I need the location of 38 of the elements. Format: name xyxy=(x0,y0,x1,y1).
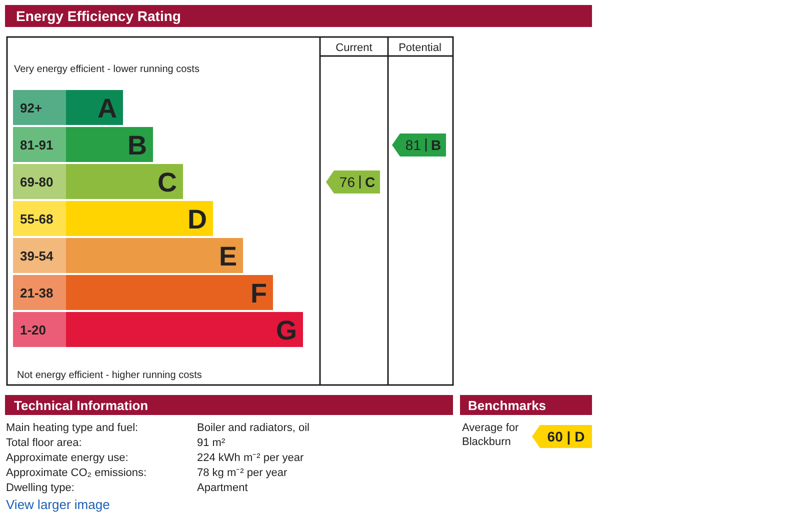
data-label: 81 xyxy=(405,137,422,153)
text: Not energy efficient - higher running costs xyxy=(17,370,202,381)
text: Approximate CO₂ emissions: xyxy=(6,467,147,479)
text: 224 kWh m⁻² per year xyxy=(197,452,304,464)
category-label: 39-54 xyxy=(20,248,54,264)
text: Energy Efficiency Rating xyxy=(16,8,181,24)
text: Boiler and radiators, oil xyxy=(197,422,310,434)
text: Dwelling type: xyxy=(6,482,74,494)
text: Main heating type and fuel: xyxy=(6,422,138,434)
text: Total floor area: xyxy=(6,437,82,449)
category-label: 92+ xyxy=(20,100,42,116)
text: C xyxy=(365,174,376,190)
text: Technical Information xyxy=(14,398,148,413)
text: Approximate energy use: xyxy=(6,452,128,464)
category-label: 69-80 xyxy=(20,174,54,190)
data-label: 76 xyxy=(339,174,356,190)
text: G xyxy=(276,316,297,346)
text: B xyxy=(128,130,147,160)
text: E xyxy=(218,242,237,272)
text: Current xyxy=(336,42,372,54)
text: F xyxy=(250,278,267,308)
text: View larger image xyxy=(6,497,110,512)
text: Potential xyxy=(398,42,442,54)
text: Benchmarks xyxy=(468,398,546,413)
text: D xyxy=(188,204,207,234)
text: 91 m² xyxy=(197,437,226,449)
category-label: 81-91 xyxy=(20,138,54,152)
text: B xyxy=(431,137,442,153)
text: 78 kg m⁻² per year xyxy=(197,467,288,479)
text: Apartment xyxy=(197,482,248,494)
text: 60 | D xyxy=(547,428,585,446)
text: Average for Blackburn xyxy=(462,422,519,448)
category-label: 1-20 xyxy=(20,322,46,338)
text: Very energy efficient - lower running costs xyxy=(14,64,200,75)
text: A xyxy=(98,94,117,124)
text: C xyxy=(158,168,177,198)
category-label: 21-38 xyxy=(20,286,54,300)
category-label: 55-68 xyxy=(20,212,54,226)
